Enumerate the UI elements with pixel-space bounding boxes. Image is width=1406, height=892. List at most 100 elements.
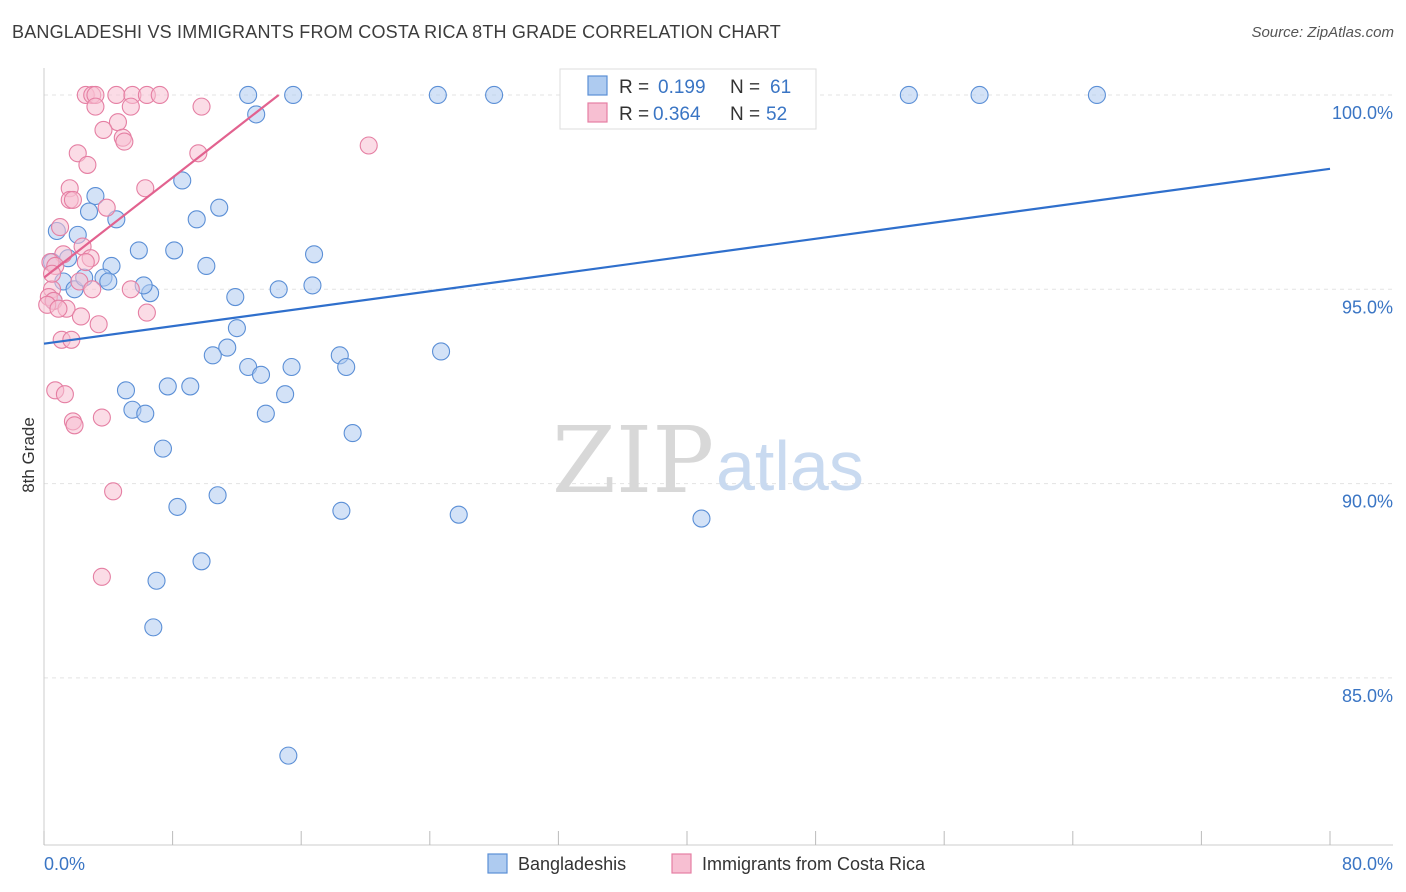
bangladeshis-point <box>899 85 918 105</box>
legend-swatch-bangladeshis <box>487 853 508 874</box>
bangladeshis-point <box>970 85 989 105</box>
bangladeshis-point <box>210 198 229 217</box>
bangladeshis-point <box>337 357 356 377</box>
costa-rica-point <box>63 190 82 209</box>
costa-rica-point <box>150 85 169 105</box>
legend-label-costa-rica: Immigrants from Costa Rica <box>702 854 926 874</box>
bangladeshis-point <box>256 404 275 423</box>
bangladeshis-point <box>86 186 105 206</box>
bangladeshis-point <box>251 365 271 384</box>
bangladeshis-point <box>284 85 303 105</box>
stats-swatch-pink <box>587 102 608 123</box>
bangladeshis-point <box>692 509 711 528</box>
stats-n-value-blue: 61 <box>770 77 791 98</box>
bangladeshis-point <box>282 357 301 377</box>
bangladeshis-point <box>153 439 173 458</box>
stats-box: R = 0.199 N = 61 R = 0.364 N = 52 <box>559 68 817 130</box>
chart-title: BANGLADESHI VS IMMIGRANTS FROM COSTA RIC… <box>12 22 781 42</box>
bangladeshis-point <box>79 202 99 221</box>
bangladeshis-point <box>165 241 184 260</box>
bangladeshis-point <box>305 245 324 264</box>
bangladeshis-point <box>485 85 504 105</box>
costa-rica-point <box>192 97 211 116</box>
costa-rica-point <box>115 132 134 151</box>
axes <box>43 68 1393 846</box>
bangladeshis-point <box>428 85 447 105</box>
bangladeshis-point <box>173 171 192 190</box>
stats-r-label-blue: R = <box>619 77 649 98</box>
bangladeshis-point <box>129 241 148 260</box>
bangladeshis-point <box>227 319 246 338</box>
costa-rica-point <box>359 136 378 155</box>
costa-rica-point <box>76 253 95 272</box>
costa-rica-point <box>55 385 74 404</box>
bangladeshis-point <box>158 377 177 396</box>
bangladeshis-point <box>218 338 237 357</box>
bangladeshis-point <box>203 346 222 365</box>
legend-swatch-costa-rica <box>671 853 692 874</box>
bangladeshis-point <box>332 501 351 520</box>
costa-rica-point <box>189 144 208 163</box>
bangladeshis-points <box>42 85 1106 765</box>
y-tick-labels: 85.0% 90.0% 95.0% 100.0% <box>1332 103 1393 706</box>
source-note: Source: ZipAtlas.com <box>1251 24 1394 41</box>
y-axis-label: 8th Grade <box>19 417 38 493</box>
bangladeshis-point <box>1087 85 1106 105</box>
costa-rica-point <box>83 280 102 299</box>
stats-n-label-blue: N = <box>730 77 760 98</box>
bangladeshis-point <box>279 746 298 765</box>
bangladeshis-point <box>147 571 166 590</box>
bangladeshis-point <box>208 486 227 505</box>
bangladeshis-point <box>269 280 288 299</box>
costa-rica-point <box>121 280 140 299</box>
costa-rica-point <box>42 264 62 283</box>
costa-rica-point <box>136 179 155 198</box>
costa-rica-point <box>68 144 87 163</box>
bangladeshis-point <box>192 552 211 571</box>
x-tick-label-min: 0.0% <box>44 854 85 874</box>
bangladeshis-point <box>432 342 451 361</box>
stats-r-value-pink: 0.364 <box>653 104 701 125</box>
legend: Bangladeshis Immigrants from Costa Rica <box>487 853 926 874</box>
bangladeshis-point <box>276 385 295 404</box>
costa-rica-point <box>51 218 70 237</box>
costa-rica-point <box>104 482 123 501</box>
costa-rica-point <box>92 567 111 586</box>
bangladeshis-point <box>136 404 155 423</box>
costa-rica-point <box>89 315 108 334</box>
stats-r-value-blue: 0.199 <box>658 77 706 98</box>
y-tick-label: 85.0% <box>1342 686 1393 706</box>
legend-label-bangladeshis: Bangladeshis <box>518 854 626 874</box>
bangladeshis-point <box>181 377 200 396</box>
costa-rica-point <box>121 97 140 116</box>
y-tick-label: 95.0% <box>1342 297 1393 317</box>
costa-rica-point <box>78 155 97 174</box>
bangladeshis-point <box>303 276 322 295</box>
trend-lines <box>43 94 1331 345</box>
costa-rica-point <box>137 303 156 322</box>
costa-rica-point <box>71 307 91 326</box>
stats-swatch-blue <box>587 75 608 96</box>
bangladeshis-point <box>116 381 136 400</box>
costa-rica-point <box>94 120 113 140</box>
bangladeshis-point <box>343 424 362 443</box>
costa-rica-point <box>65 416 84 435</box>
bangladeshis-trend-line <box>43 167 1331 345</box>
bangladeshis-point <box>187 210 206 229</box>
stats-n-value-pink: 52 <box>766 104 787 125</box>
bangladeshis-point <box>226 288 245 307</box>
costa-rica-point <box>92 408 111 427</box>
costa-rica-point <box>86 97 105 116</box>
stats-n-label-pink: N = <box>730 104 760 125</box>
bangladeshis-point <box>197 256 216 276</box>
y-tick-label: 100.0% <box>1332 103 1393 123</box>
costa-rica-point <box>107 85 126 105</box>
bangladeshis-point <box>239 85 258 105</box>
watermark-zip: ZIP <box>552 407 714 514</box>
stats-r-label-pink: R = <box>619 104 649 125</box>
costa-rica-points <box>38 85 378 586</box>
costa-rica-point <box>49 299 68 318</box>
bangladeshis-point <box>449 505 468 524</box>
bangladeshis-point <box>144 618 163 637</box>
